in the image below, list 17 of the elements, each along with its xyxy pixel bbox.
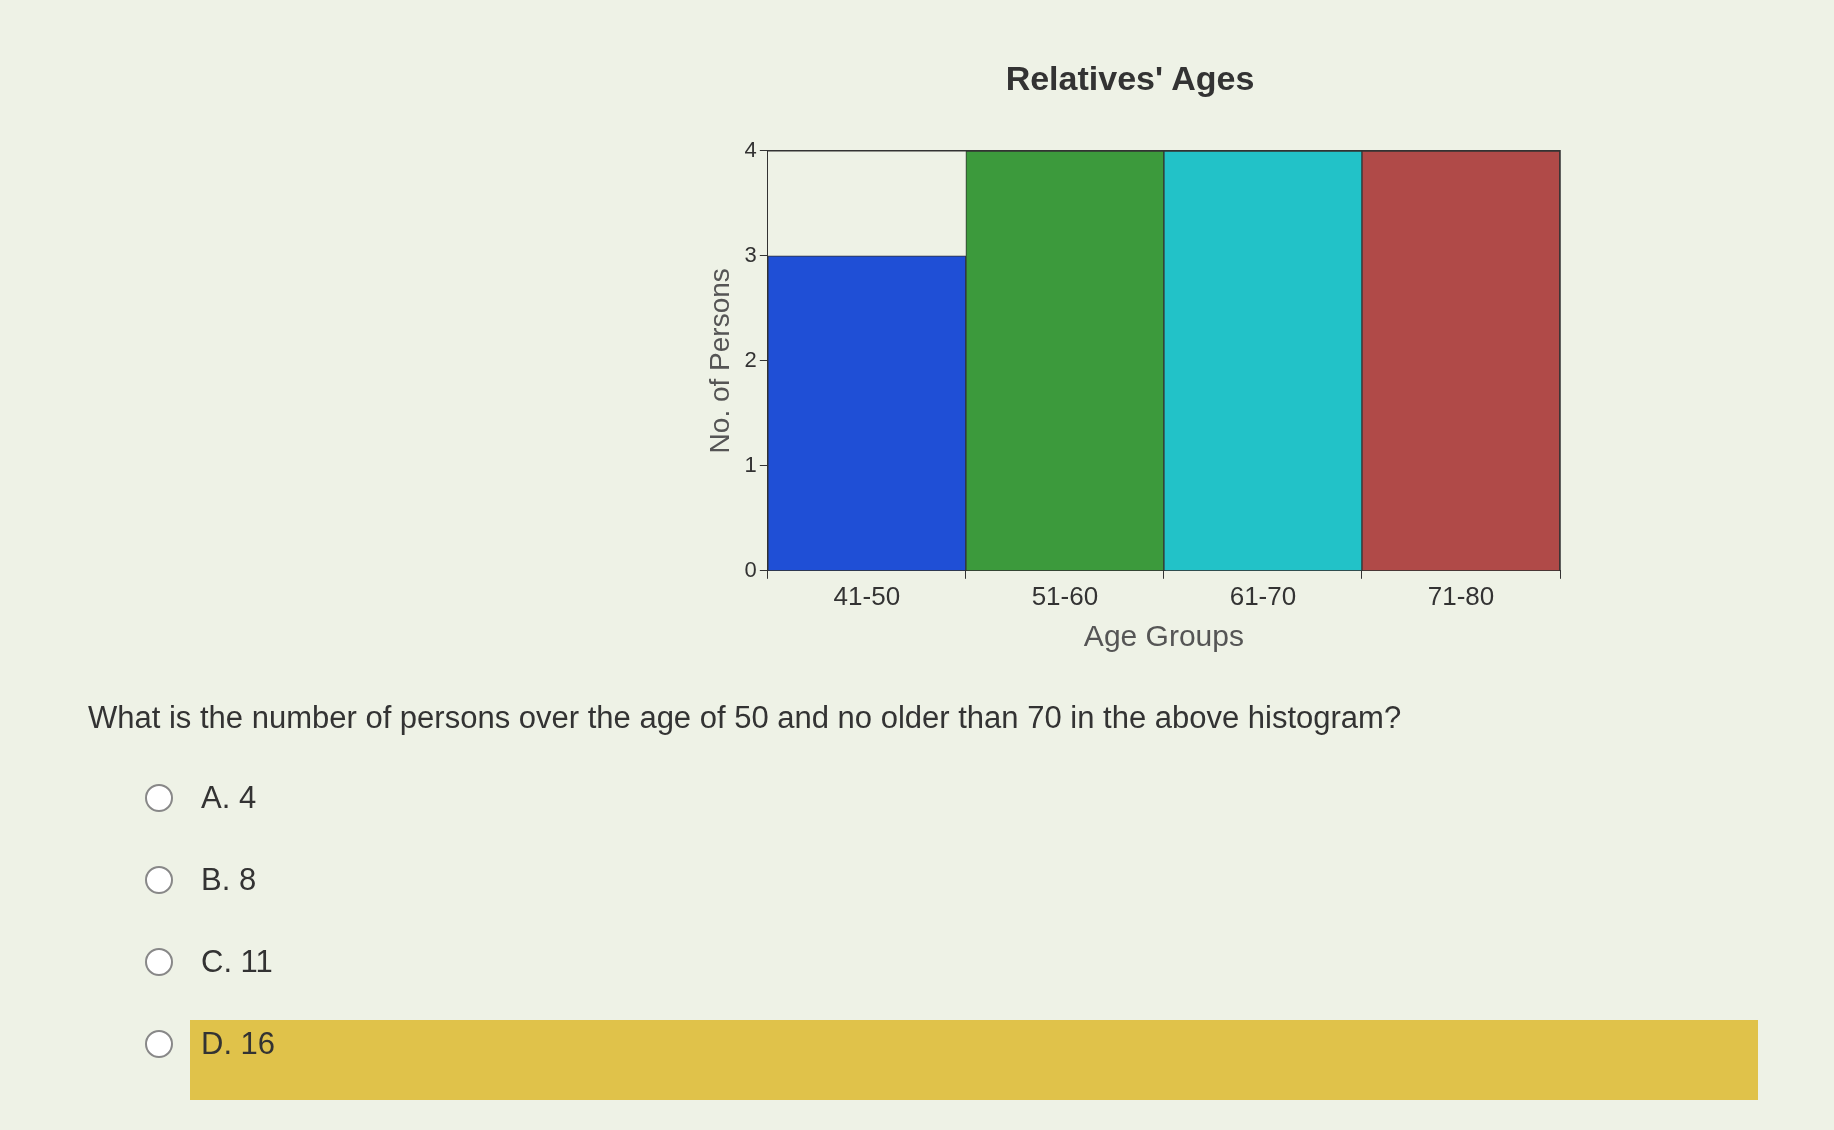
text: D. 16 [201,1026,276,1062]
text: B. 8 [201,862,257,898]
y-tick-label: 4 [744,136,757,162]
y-axis-title: No. of Persons [703,268,735,454]
text: C. 11 [201,944,273,980]
x-tick-label: 41-50 [833,580,901,611]
y-tick-label: 3 [744,241,757,267]
y-tick-label: 0 [744,556,757,582]
x-tick-label: 51-60 [1031,580,1099,611]
text: A. 4 [201,780,257,816]
x-axis-title: Age Groups [1083,619,1244,653]
chart-title: Relatives' Ages [1005,58,1255,97]
x-tick-label: 71-80 [1427,580,1495,611]
x-tick-label: 61-70 [1229,580,1297,611]
text: What is the number of persons over the age of 50 and no older than 70 in the above histogram? [88,700,1402,736]
y-tick-label: 2 [744,346,757,372]
y-tick-label: 1 [744,451,757,477]
